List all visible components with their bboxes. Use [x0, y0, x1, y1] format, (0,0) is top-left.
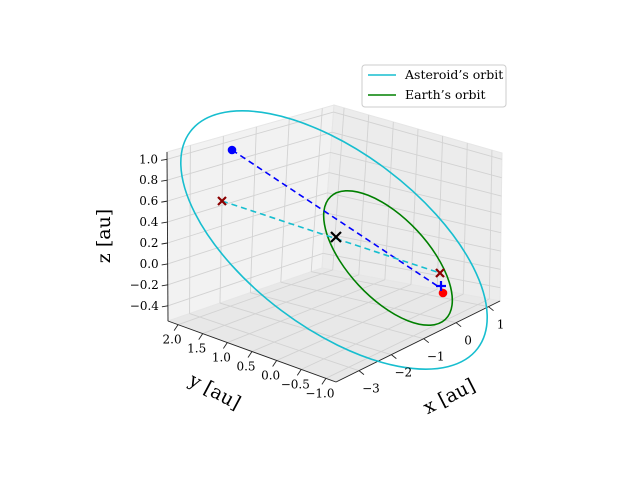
y-gridline	[177, 269, 333, 326]
y-tick-label: −1.0	[305, 386, 334, 400]
y-tick	[173, 324, 179, 331]
z-tick	[161, 179, 168, 182]
y-tick-label: 2.0	[163, 333, 182, 347]
y-gridline	[227, 279, 386, 343]
y-gridline	[276, 288, 438, 361]
y-tick	[296, 369, 302, 376]
blue-point-marker	[227, 145, 237, 155]
x-gridline	[280, 117, 290, 283]
asteroid-orbit-path	[180, 110, 488, 370]
x-axis-line	[335, 300, 501, 383]
y-tick	[222, 342, 228, 349]
blue-plus-marker	[436, 281, 446, 291]
legend-box	[361, 64, 507, 108]
y-gridline	[358, 114, 370, 275]
y-tick	[198, 333, 204, 340]
z-tick-label: 0.8	[139, 173, 158, 187]
z-tick	[161, 284, 168, 287]
legend: Asteroid’s orbit Earth’s orbit	[361, 64, 507, 108]
y-tick-label: 1.5	[187, 342, 206, 356]
z-gridline	[167, 131, 333, 181]
x-gridline	[189, 313, 360, 372]
y-gridline	[436, 136, 444, 290]
x-tick-label: 1	[497, 318, 505, 332]
x-tick-label: −3	[362, 382, 380, 396]
x-gridline	[250, 292, 424, 340]
x-gridline	[249, 126, 257, 293]
x-tick-label: −1	[427, 350, 445, 364]
z-axis-line	[166, 151, 169, 322]
y-tick	[247, 351, 253, 358]
y-gridline	[332, 107, 345, 271]
cyan-dashed-connector	[221, 200, 441, 274]
z-gridline	[167, 232, 325, 286]
y-tick-label: 0.5	[236, 360, 255, 374]
z-gridline	[167, 212, 327, 265]
x-axis-label: x [au]	[420, 374, 479, 419]
z-gridline	[167, 151, 331, 202]
z-tick	[161, 263, 168, 266]
z-tick-label: 0.6	[139, 194, 158, 208]
x-tick	[488, 306, 494, 312]
z-tick	[160, 158, 168, 161]
z-gridline	[166, 111, 334, 160]
x-gridline	[311, 271, 489, 308]
z-tick-label: 1.0	[139, 152, 158, 166]
y-tick	[272, 360, 278, 367]
tick-marks	[160, 158, 494, 385]
y-gridline	[384, 121, 394, 280]
z-tick-label: 0.0	[140, 257, 159, 271]
z-gridline	[167, 192, 328, 244]
x-tick-label: 0	[464, 334, 472, 348]
y-tick-label: 0.0	[261, 368, 280, 382]
y-gridline	[488, 150, 493, 300]
y-tick-label: −0.5	[281, 377, 310, 391]
z-tick	[161, 200, 168, 203]
z-tick-label: −0.4	[130, 299, 160, 313]
z-tick	[161, 242, 168, 245]
y-gridline	[325, 298, 490, 379]
y-gridline	[462, 143, 468, 295]
y-tick-label: 1.0	[212, 351, 231, 365]
x-gridline	[280, 281, 457, 324]
blue-dashed-connector	[231, 149, 443, 290]
y-gridline	[251, 284, 412, 352]
y-tick	[321, 378, 327, 385]
z-tick	[161, 305, 168, 308]
legend-label-earth: Earth’s orbit	[405, 87, 486, 102]
grid-lines	[166, 107, 503, 379]
legend-label-asteroid: Asteroid’s orbit	[404, 67, 503, 82]
x-tick	[455, 322, 462, 328]
z-axis-label: z [au]	[93, 209, 115, 263]
z-tick	[161, 221, 168, 224]
x-gridline	[310, 108, 323, 272]
z-tick-label: 0.4	[139, 215, 158, 229]
y-axis-label: y [au]	[184, 369, 244, 415]
earth-orbit-path	[322, 189, 454, 327]
x-tick-label: −2	[394, 366, 412, 380]
y-gridline	[202, 274, 359, 335]
x-gridline	[219, 302, 392, 356]
center-x-marker	[330, 231, 342, 243]
z-gridline	[167, 172, 330, 223]
y-gridline	[410, 128, 419, 285]
z-tick-label: 0.2	[139, 236, 158, 250]
x-tick	[358, 370, 365, 376]
y-gridline	[301, 293, 464, 370]
z-tick-label: −0.2	[130, 278, 159, 292]
dark-red-x-marker-right	[435, 268, 445, 278]
x-tick	[423, 338, 430, 344]
dark-red-x-marker-left	[217, 196, 227, 206]
x-tick	[391, 354, 397, 360]
x-gridline	[219, 136, 224, 304]
x-gridline	[189, 145, 191, 314]
